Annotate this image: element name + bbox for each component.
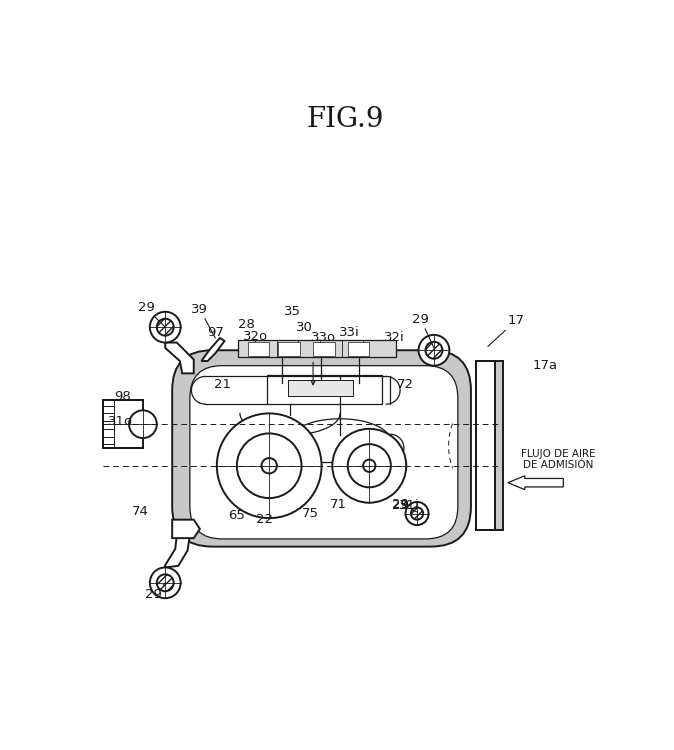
Circle shape [425, 342, 442, 358]
Text: 33i: 33i [339, 326, 360, 339]
Text: 31o: 31o [108, 415, 133, 428]
Circle shape [150, 312, 181, 343]
Polygon shape [165, 535, 190, 568]
Circle shape [419, 334, 450, 366]
Text: 32i: 32i [384, 332, 404, 344]
Polygon shape [202, 338, 224, 361]
Circle shape [157, 319, 174, 336]
Circle shape [363, 460, 375, 472]
Text: 65: 65 [228, 509, 245, 522]
Text: 17a: 17a [532, 359, 557, 372]
Circle shape [262, 458, 277, 473]
Text: 32o: 32o [243, 330, 268, 343]
Text: 22: 22 [256, 513, 273, 526]
Polygon shape [165, 343, 193, 374]
Circle shape [217, 413, 321, 518]
Bar [247, 342, 269, 355]
Circle shape [348, 444, 391, 488]
Text: FIG.9: FIG.9 [307, 106, 384, 133]
Text: 29: 29 [412, 313, 434, 348]
Bar [313, 342, 335, 355]
Text: 35: 35 [284, 305, 301, 318]
Text: 74: 74 [131, 506, 148, 518]
Bar [278, 342, 300, 355]
Bar [348, 342, 369, 355]
Text: 39: 39 [191, 303, 215, 338]
Text: 17: 17 [488, 314, 524, 346]
Text: 72: 72 [397, 378, 414, 391]
Text: 98: 98 [115, 390, 131, 403]
Bar [476, 361, 495, 530]
FancyArrow shape [508, 476, 563, 490]
Text: FLUJO DE AIRE
DE ADMISIÓN: FLUJO DE AIRE DE ADMISIÓN [520, 448, 595, 470]
Circle shape [406, 502, 429, 525]
Text: 30: 30 [296, 321, 313, 334]
Text: 29: 29 [392, 498, 408, 511]
Bar [288, 380, 353, 397]
Text: 33o: 33o [311, 332, 336, 344]
Text: 31i: 31i [399, 500, 420, 512]
Circle shape [332, 429, 406, 502]
Text: 71: 71 [330, 498, 347, 511]
Bar [267, 375, 382, 404]
Circle shape [129, 410, 157, 438]
Text: 75: 75 [302, 507, 319, 520]
Text: 28: 28 [238, 318, 255, 332]
Polygon shape [172, 520, 200, 538]
Bar [103, 400, 143, 448]
FancyBboxPatch shape [190, 366, 458, 539]
Circle shape [237, 433, 301, 498]
Circle shape [157, 574, 174, 591]
Bar [239, 340, 396, 357]
Bar [495, 361, 503, 530]
Text: 21: 21 [214, 378, 231, 391]
Text: 97: 97 [207, 326, 224, 339]
Text: 29: 29 [146, 583, 165, 601]
Text: 29: 29 [137, 302, 165, 327]
Circle shape [411, 507, 423, 520]
FancyBboxPatch shape [172, 350, 471, 547]
Circle shape [150, 568, 181, 598]
Text: 29: 29 [392, 500, 417, 512]
